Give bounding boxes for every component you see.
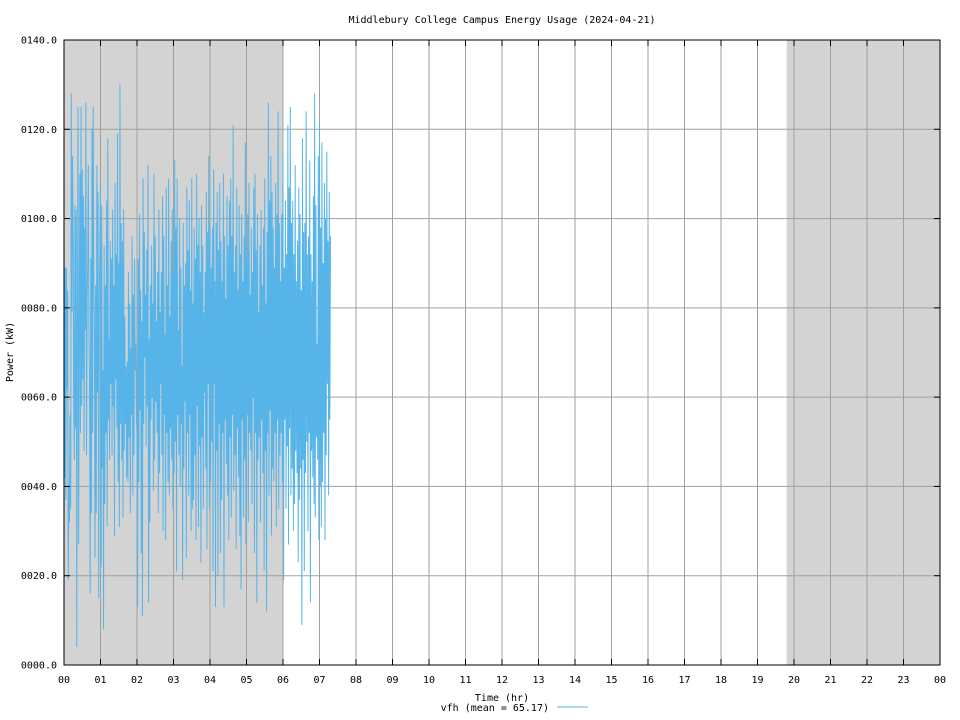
x-tick-labels: 00 01 02 03 04 05 06 07 08 09 10 11 12 13 14 15 16 17 18 19…: [58, 675, 946, 686]
x-tick-label: 05: [240, 675, 252, 686]
x-tick-label: 12: [496, 675, 508, 686]
axis-ticks: [63, 39, 941, 666]
y-tick-label: 0140.0: [21, 36, 57, 47]
x-tick-label: 11: [459, 675, 471, 686]
x-tick-label: 09: [386, 675, 398, 686]
x-tick-label: 00: [58, 675, 70, 686]
chart-title: Middlebury College Campus Energy Usage (…: [348, 15, 655, 26]
y-tick-label: 0080.0: [21, 303, 57, 314]
legend-label: vfh (mean = 65.17): [441, 703, 549, 714]
x-tick-label: 00: [934, 675, 946, 686]
legend: vfh (mean = 65.17): [441, 703, 588, 714]
x-tick-label: 19: [751, 675, 763, 686]
x-tick-label: 22: [861, 675, 873, 686]
x-tick-label: 16: [642, 675, 654, 686]
shaded-region-1: [786, 40, 940, 665]
x-tick-label: 17: [678, 675, 690, 686]
x-tick-label: 18: [715, 675, 727, 686]
y-tick-label: 0120.0: [21, 125, 57, 136]
series-line-vfh: [63, 84, 331, 648]
x-axis-label: Time (hr): [475, 693, 529, 704]
x-tick-label: 14: [569, 675, 581, 686]
y-tick-label: 0000.0: [21, 661, 57, 672]
x-tick-label: 10: [423, 675, 435, 686]
x-tick-label: 02: [131, 675, 143, 686]
y-tick-labels: 0000.0 0020.0 0040.0 0060.0 0080.0 0100.0 0120…: [21, 36, 57, 672]
y-tick-label: 0100.0: [21, 214, 57, 225]
y-tick-label: 0060.0: [21, 393, 57, 404]
x-tick-label: 23: [897, 675, 909, 686]
x-tick-label: 01: [94, 675, 106, 686]
y-tick-label: 0020.0: [21, 571, 57, 582]
x-tick-label: 13: [532, 675, 544, 686]
x-tick-label: 03: [167, 675, 179, 686]
x-tick-label: 04: [204, 675, 216, 686]
y-tick-label: 0040.0: [21, 482, 57, 493]
x-tick-label: 21: [824, 675, 836, 686]
x-tick-label: 20: [788, 675, 800, 686]
x-tick-label: 06: [277, 675, 289, 686]
x-tick-label: 15: [605, 675, 617, 686]
x-tick-label: 08: [350, 675, 362, 686]
y-axis-label: Power (kW): [5, 322, 16, 382]
x-tick-label: 07: [313, 675, 325, 686]
